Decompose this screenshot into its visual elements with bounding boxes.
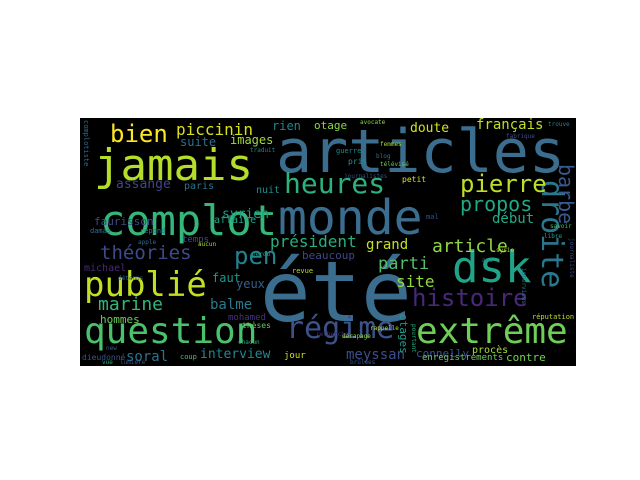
word-theses: thèses [242, 321, 271, 330]
word-articles: articles [276, 118, 565, 187]
word-petit: petit [402, 175, 427, 184]
word-televise: télévisé [380, 161, 409, 168]
word-connelly: connelly [416, 347, 469, 360]
word-pen: pen [234, 242, 278, 270]
word-president: président [270, 232, 357, 251]
word-meyssan: meyssan [346, 347, 406, 363]
word-regime: régime [286, 311, 395, 346]
word-droite: droite [534, 180, 569, 289]
word-marine: marine [98, 294, 164, 315]
word-avocate: avocate [360, 119, 386, 126]
word-debut: début [492, 211, 535, 227]
word-pierre: pierre [460, 170, 547, 198]
word-otage: otage [314, 119, 348, 132]
word-histoire: histoire [412, 284, 528, 312]
word-nuit: nuit [256, 185, 281, 196]
word-savoir: savoir [550, 223, 572, 230]
word-parti: parti [378, 254, 430, 274]
word-rappelle: rappelle [370, 325, 399, 332]
word-rien: rien [272, 119, 301, 133]
word-repond: répond [140, 227, 166, 235]
word-otages: otages [397, 314, 410, 354]
word-dieudonne: dieudonné [82, 353, 126, 362]
word-grand: grand [366, 237, 409, 253]
word-faurisson: faurisson [94, 215, 154, 228]
word-francais: français [476, 118, 544, 133]
word-paris: paris [184, 181, 215, 192]
word-apple: apple [138, 239, 157, 246]
word-monde: monde [278, 190, 423, 246]
word-vue: vue [102, 359, 113, 366]
word-traduit: traduit [250, 147, 276, 154]
word-ete: été [260, 243, 412, 341]
word-dsk: dsk [452, 242, 532, 293]
word-chacun: chacun [238, 339, 260, 346]
word-ans: ans [482, 257, 493, 264]
word-proces: procès [472, 345, 509, 356]
word-site: site [396, 272, 435, 291]
word-beaucoup: beaucoup [302, 249, 355, 262]
word-jamais: jamais [94, 140, 253, 191]
word-extreme: extrême [416, 311, 568, 352]
word-affaire: affaire [214, 215, 257, 226]
word-propos: propos [460, 192, 533, 216]
word-detenus: détenus [118, 275, 144, 282]
word-femmes: femmes [380, 141, 402, 148]
word-bien: bien [110, 120, 168, 148]
word-question: question [84, 311, 258, 352]
word-hommes: hommes [100, 313, 140, 326]
word-contre: contre [506, 351, 546, 364]
word-doute: doute [410, 121, 450, 136]
word-recherche: recherche [316, 331, 349, 338]
word-aucun: aucun [198, 241, 217, 248]
word-cloud: été articles monde complot jamais questi… [80, 118, 576, 366]
word-perdu: perdu [252, 251, 271, 258]
word-jour: jour [284, 351, 306, 361]
word-coup: coup [180, 353, 197, 361]
word-faut: faut [212, 271, 241, 285]
word-lumiere: lumière [120, 359, 146, 366]
word-michael: michael [84, 263, 127, 274]
word-heures: heures [284, 167, 386, 200]
word-guerre: guerre [336, 147, 362, 155]
word-article: article [432, 236, 508, 257]
word-complot: complot [100, 196, 278, 245]
word-new: new [106, 345, 117, 352]
word-damas: damas [90, 227, 112, 235]
word-pourtant: pourtant [410, 324, 417, 353]
word-trouve: trouve [548, 121, 570, 128]
word-pris: pris [348, 157, 368, 166]
word-publie: publié [84, 265, 207, 305]
word-mohamed: mohamed [228, 313, 266, 323]
word-temps: temps [182, 235, 210, 245]
word-revue: revue [292, 267, 314, 275]
word-balme: balme [210, 297, 253, 313]
word-complotiste: complotiste [82, 120, 90, 167]
word-soral: soral [126, 349, 169, 365]
word-syrie: syrie [496, 247, 515, 254]
word-theories: théories [100, 242, 192, 264]
word-piccinin: piccinin [176, 120, 254, 139]
word-images: images [230, 133, 274, 147]
word-journaliste: journaliste [568, 238, 575, 278]
word-blog: blog [376, 153, 391, 160]
word-fabrique: fabrique [506, 133, 535, 140]
word-suite: suite [180, 135, 217, 149]
word-mal: mal [426, 213, 439, 221]
word-assange: assange [116, 177, 171, 192]
word-derapage: dérapage [342, 333, 371, 340]
word-brulees: brûlées [350, 359, 376, 366]
word-barbe: barbe [554, 164, 576, 225]
word-interview: interview [200, 347, 271, 362]
word-libre: libre [544, 233, 563, 240]
word-journalistes: journalistes [344, 173, 388, 180]
word-syrien: syrien [222, 207, 269, 222]
word-yeux: yeux [236, 277, 265, 291]
word-interviews: interviews [520, 268, 527, 305]
word-reputation: réputation [532, 313, 575, 321]
word-enregistrements: enregistrements [422, 353, 504, 363]
